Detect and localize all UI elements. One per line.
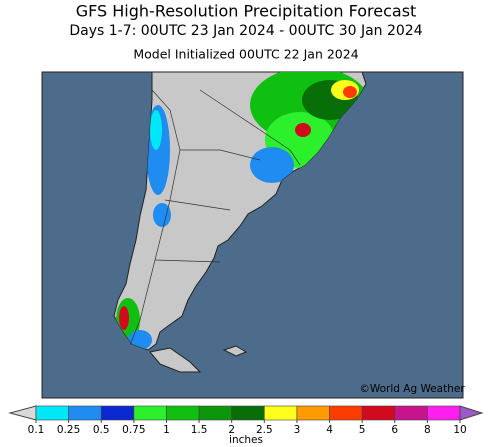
colorbar-segment <box>394 405 428 421</box>
legend-unit: inches <box>229 434 263 446</box>
colorbar-arrow-high <box>459 405 484 421</box>
colorbar-label: 0.5 <box>93 424 110 436</box>
colorbar-label: 3 <box>294 424 301 436</box>
init-time: Model Initialized 00UTC 22 Jan 2024 <box>133 47 358 62</box>
colorbar-label: 2 <box>228 424 235 436</box>
colorbar-segment <box>427 405 461 421</box>
colorbar-segment <box>361 405 396 421</box>
colorbar-label: 1.5 <box>191 424 208 436</box>
period: Days 1-7: 00UTC 23 Jan 2024 - 00UTC 30 J… <box>69 23 422 39</box>
colorbar-label: 0.25 <box>57 424 80 436</box>
colorbar-arrow-low <box>8 405 37 421</box>
tierra-del-fuego <box>149 347 202 373</box>
colorbar-label: 1 <box>163 424 170 436</box>
colorbar-segment <box>264 405 298 421</box>
colorbar-label: 0.1 <box>28 424 45 436</box>
map: ©World Ag Weather <box>41 71 465 399</box>
colorbar-segment <box>198 405 232 421</box>
colorbar-segment <box>296 405 330 421</box>
colorbar-segment <box>68 405 102 421</box>
colorbar-segment <box>35 405 69 421</box>
colorbar-label: 6 <box>391 424 398 436</box>
falklands <box>222 345 248 357</box>
credit: ©World Ag Weather <box>359 383 465 395</box>
borders <box>129 89 301 346</box>
colorbar-segment <box>133 405 167 421</box>
colorbar-label: 8 <box>424 424 431 436</box>
colorbar-label: 0.75 <box>122 424 145 436</box>
title: GFS High-Resolution Precipitation Foreca… <box>76 2 417 21</box>
colorbar-segment <box>231 405 265 421</box>
colorbar-segment <box>329 405 363 421</box>
colorbar-label: 4 <box>326 424 333 436</box>
colorbar-segment <box>100 405 135 421</box>
colorbar: 0.1 0.25 0.5 0.75 1 1.5 2 2.5 3 4 5 6 8 10 <box>8 405 484 436</box>
colorbar-segment <box>166 405 200 421</box>
colorbar-label: 2.5 <box>256 424 273 436</box>
colorbar-label: 10 <box>453 424 466 436</box>
colorbar-label: 5 <box>359 424 366 436</box>
